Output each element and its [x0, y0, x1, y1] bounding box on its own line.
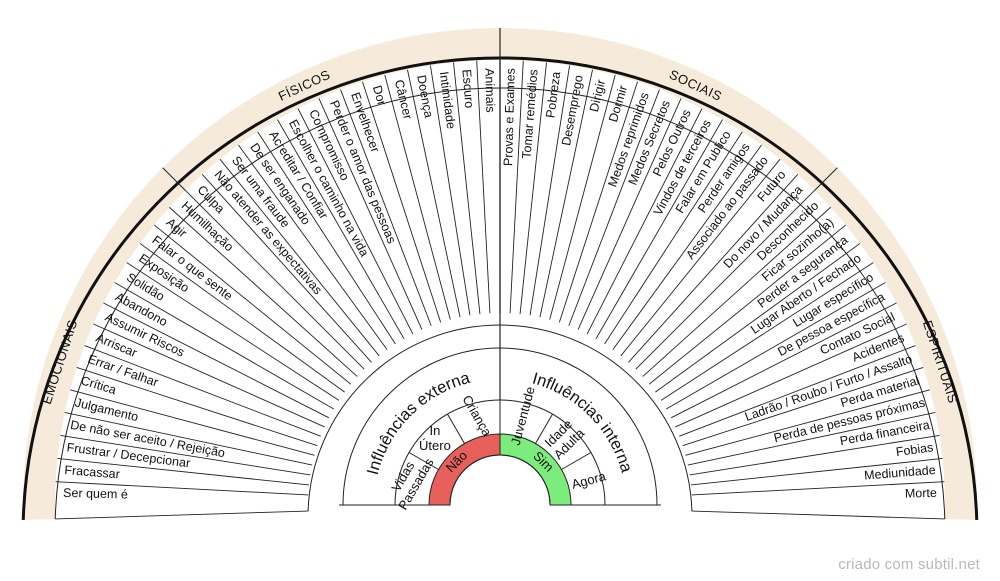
spoke-line	[675, 323, 907, 428]
spoke-line	[76, 367, 318, 447]
inner-sector-divider	[535, 413, 553, 444]
spoke-line	[57, 458, 310, 486]
item-label: Dor	[370, 84, 389, 107]
spoke-line	[642, 206, 832, 377]
item-label: Dormir	[606, 84, 630, 124]
item-label: Morte	[905, 486, 937, 501]
spoke-line	[219, 158, 380, 357]
spoke-line	[93, 323, 325, 428]
spoke-line	[318, 98, 423, 330]
spoke-line	[635, 190, 815, 370]
spoke-line	[685, 389, 930, 456]
spoke-line	[660, 262, 874, 401]
spoke-line	[558, 81, 638, 323]
spoke-line	[84, 345, 321, 437]
inner-sector-divider	[408, 452, 439, 470]
spoke-line	[568, 89, 660, 326]
spoke-line	[60, 434, 311, 476]
spoke-line	[691, 481, 945, 496]
category-divider	[162, 167, 186, 191]
item-label: Ser quem é	[63, 486, 128, 502]
spoke-line	[628, 173, 799, 363]
spoke-line	[429, 65, 471, 316]
item-label: Escuro	[459, 69, 476, 109]
spoke-line	[648, 224, 847, 385]
item-label: Pobreza	[543, 71, 563, 119]
credit-text: criado com subtil.net	[838, 556, 980, 573]
spoke-line	[476, 60, 491, 314]
inner-sector-divider	[561, 452, 592, 470]
spoke-line	[257, 131, 396, 345]
inner-item-label: In Útero	[419, 423, 451, 453]
spoke-line	[689, 434, 940, 476]
spoke-line	[70, 389, 315, 456]
spoke-line	[586, 108, 703, 335]
spoke-line	[55, 510, 309, 520]
spoke-line	[666, 282, 886, 410]
spoke-line	[103, 302, 330, 419]
spoke-line	[595, 119, 723, 339]
item-label: Provas e Exames	[501, 68, 518, 166]
spoke-line	[690, 458, 943, 486]
item-label: Fobias	[895, 440, 934, 459]
item-label: Mediunidade	[864, 463, 937, 483]
item-label: Fracassar	[64, 463, 121, 481]
spoke-line	[201, 173, 372, 363]
item-label: Tomar remédios	[520, 69, 541, 159]
spoke-line	[529, 65, 571, 316]
spoke-line	[384, 75, 451, 320]
spoke-line	[612, 144, 762, 350]
spoke-line	[453, 62, 481, 315]
spoke-line	[55, 481, 309, 496]
spoke-line	[168, 206, 358, 377]
spoke-line	[362, 81, 442, 323]
spoke-line	[549, 75, 616, 320]
spoke-line	[655, 243, 861, 393]
spoke-line	[238, 144, 388, 350]
spoke-line	[691, 510, 945, 520]
spoke-line	[126, 262, 340, 401]
inner-sector-divider	[447, 413, 465, 444]
spoke-line	[577, 98, 682, 330]
spoke-line	[670, 302, 897, 419]
spoke-line	[297, 108, 414, 335]
spoke-line	[407, 69, 461, 318]
item-label: Dirigir	[587, 78, 608, 113]
spoke-line	[620, 158, 781, 357]
spoke-line	[340, 89, 432, 326]
spoke-line	[604, 131, 743, 345]
spoke-line	[679, 345, 916, 437]
spoke-line	[114, 282, 334, 410]
chart-shapes	[21, 27, 979, 521]
spoke-line	[682, 367, 924, 447]
spoke-line	[509, 60, 524, 314]
spoke-line	[277, 119, 405, 339]
center-hole-edge	[449, 454, 551, 506]
spoke-line	[539, 69, 593, 318]
item-label: Humilhação	[179, 199, 237, 255]
spoke-line	[139, 243, 345, 393]
spoke-line	[64, 412, 313, 466]
category-divider	[814, 167, 838, 191]
spoke-line	[185, 190, 365, 370]
spoke-line	[153, 224, 352, 385]
item-label: Animais	[482, 68, 497, 113]
spoke-line	[687, 412, 936, 466]
item-label: Desemprego	[559, 74, 586, 147]
spoke-line	[519, 62, 547, 315]
